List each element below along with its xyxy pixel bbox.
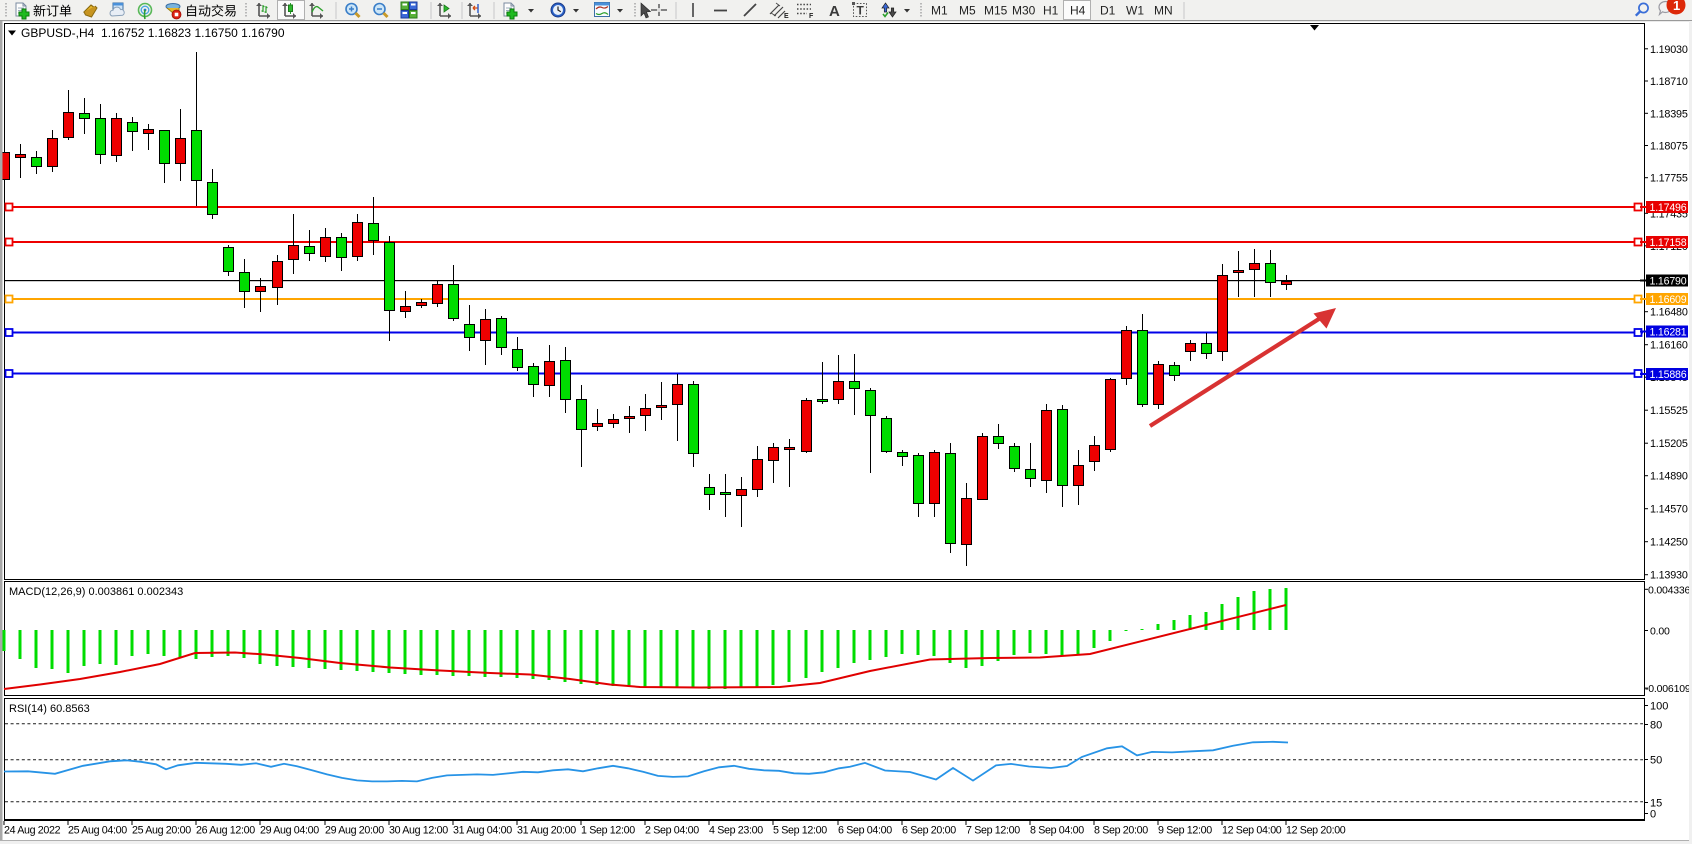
svg-text:1.16480: 1.16480 xyxy=(1650,307,1688,319)
svg-text:31 Aug 20:00: 31 Aug 20:00 xyxy=(517,825,576,837)
svg-text:29 Aug 04:00: 29 Aug 04:00 xyxy=(260,825,319,837)
svg-text:M15: M15 xyxy=(984,4,1008,18)
svg-text:T: T xyxy=(857,4,865,18)
svg-text:1.17158: 1.17158 xyxy=(1650,237,1687,249)
svg-text:1.18395: 1.18395 xyxy=(1650,108,1688,120)
svg-text:M1: M1 xyxy=(931,4,948,18)
svg-text:100: 100 xyxy=(1650,701,1668,713)
svg-text:F: F xyxy=(809,13,814,20)
svg-text:1.17755: 1.17755 xyxy=(1650,173,1688,185)
svg-text:1.16609: 1.16609 xyxy=(1650,294,1687,306)
svg-text:5 Sep 12:00: 5 Sep 12:00 xyxy=(773,825,827,837)
svg-text:50: 50 xyxy=(1650,755,1662,767)
svg-text:1.14570: 1.14570 xyxy=(1650,504,1688,516)
svg-text:1.14890: 1.14890 xyxy=(1650,471,1688,483)
svg-text:12 Sep 20:00: 12 Sep 20:00 xyxy=(1286,825,1346,837)
svg-text:29 Aug 20:00: 29 Aug 20:00 xyxy=(325,825,384,837)
svg-text:1.16281: 1.16281 xyxy=(1650,326,1687,338)
svg-text:H1: H1 xyxy=(1043,4,1059,18)
svg-text:1.17496: 1.17496 xyxy=(1650,202,1687,214)
svg-text:25 Aug 04:00: 25 Aug 04:00 xyxy=(68,825,127,837)
svg-text:1.15205: 1.15205 xyxy=(1650,438,1688,450)
svg-text:4 Sep 23:00: 4 Sep 23:00 xyxy=(709,825,763,837)
svg-text:1.14250: 1.14250 xyxy=(1650,537,1688,549)
svg-text:MACD(12,26,9) 0.003861 0.00234: MACD(12,26,9) 0.003861 0.002343 xyxy=(9,586,183,598)
svg-text:GBPUSD-,H4 1.16752 1.16823 1.: GBPUSD-,H4 1.16752 1.16823 1.16750 1.167… xyxy=(21,26,285,40)
svg-text:1: 1 xyxy=(1673,0,1680,13)
svg-text:1.19030: 1.19030 xyxy=(1650,44,1688,56)
svg-text:31 Aug 04:00: 31 Aug 04:00 xyxy=(453,825,512,837)
svg-text:A: A xyxy=(829,3,840,20)
svg-text:9 Sep 12:00: 9 Sep 12:00 xyxy=(1158,825,1212,837)
svg-text:M30: M30 xyxy=(1012,4,1036,18)
svg-text:80: 80 xyxy=(1650,720,1662,732)
svg-text:-0.006109: -0.006109 xyxy=(1645,683,1691,695)
svg-text:M5: M5 xyxy=(959,4,976,18)
svg-text:1.15886: 1.15886 xyxy=(1650,369,1687,381)
svg-text:1.18075: 1.18075 xyxy=(1650,141,1688,153)
svg-text:24 Aug 2022: 24 Aug 2022 xyxy=(4,825,61,837)
svg-text:1.16160: 1.16160 xyxy=(1650,340,1688,352)
svg-text:1.13930: 1.13930 xyxy=(1650,570,1688,582)
svg-text:D1: D1 xyxy=(1100,4,1116,18)
svg-text:12 Sep 04:00: 12 Sep 04:00 xyxy=(1222,825,1282,837)
svg-text:W1: W1 xyxy=(1126,4,1144,18)
svg-text:1 Sep 12:00: 1 Sep 12:00 xyxy=(581,825,635,837)
svg-text:1.18710: 1.18710 xyxy=(1650,76,1688,88)
svg-text:0.004336: 0.004336 xyxy=(1648,584,1691,596)
svg-text:6 Sep 20:00: 6 Sep 20:00 xyxy=(902,825,956,837)
svg-text:15: 15 xyxy=(1650,798,1662,810)
svg-text:2 Sep 04:00: 2 Sep 04:00 xyxy=(645,825,699,837)
svg-text:1.16790: 1.16790 xyxy=(1650,275,1687,287)
svg-text:30 Aug 12:00: 30 Aug 12:00 xyxy=(389,825,448,837)
svg-text:1.15525: 1.15525 xyxy=(1650,405,1688,417)
svg-text:0: 0 xyxy=(1650,809,1656,821)
svg-text:H4: H4 xyxy=(1070,4,1086,18)
svg-text:6 Sep 04:00: 6 Sep 04:00 xyxy=(838,825,892,837)
svg-text:8 Sep 04:00: 8 Sep 04:00 xyxy=(1030,825,1084,837)
svg-text:8 Sep 20:00: 8 Sep 20:00 xyxy=(1094,825,1148,837)
svg-text:E: E xyxy=(784,13,789,20)
svg-text:MN: MN xyxy=(1154,4,1173,18)
svg-text:26 Aug 12:00: 26 Aug 12:00 xyxy=(196,825,255,837)
svg-text:RSI(14) 60.8563: RSI(14) 60.8563 xyxy=(9,703,90,715)
svg-text:7 Sep 12:00: 7 Sep 12:00 xyxy=(966,825,1020,837)
svg-text:0.00: 0.00 xyxy=(1650,626,1670,638)
svg-text:25 Aug 20:00: 25 Aug 20:00 xyxy=(132,825,191,837)
